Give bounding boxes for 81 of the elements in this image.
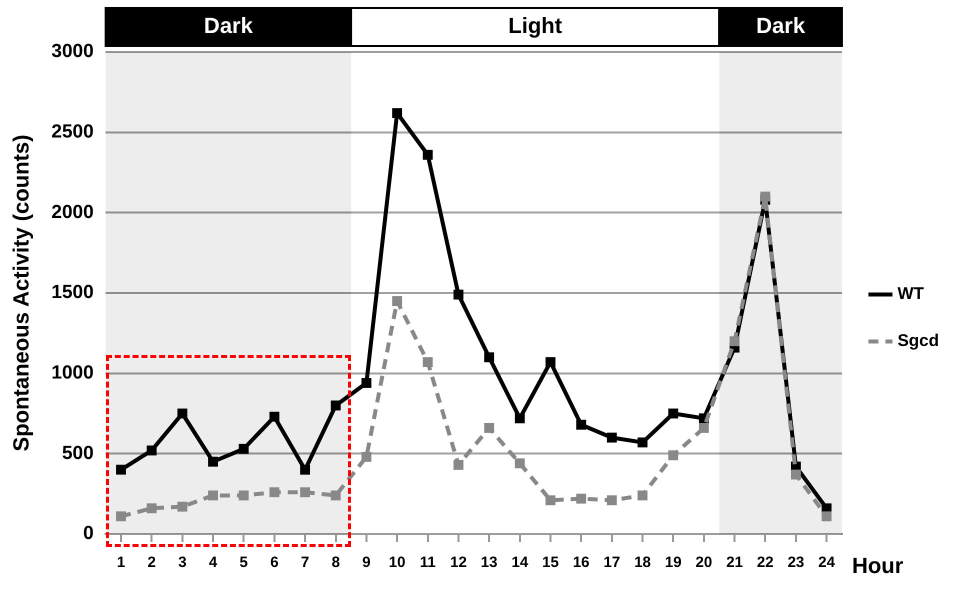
- point: [514, 413, 525, 424]
- x-tick-label: 23: [788, 554, 804, 572]
- point: [422, 150, 433, 160]
- point: [638, 490, 648, 500]
- point: [330, 400, 341, 410]
- point: [146, 446, 157, 456]
- point: [576, 494, 586, 504]
- point: [514, 458, 525, 468]
- point: [238, 444, 249, 454]
- x-tick-label: 10: [388, 554, 406, 572]
- x-tick-label: 1: [116, 554, 126, 572]
- x-tick-label: 20: [696, 554, 712, 572]
- x-tick-label: 6: [270, 554, 279, 572]
- point: [300, 487, 310, 498]
- point: [177, 502, 188, 512]
- point: [269, 412, 280, 422]
- x-tick-label: 16: [572, 554, 590, 572]
- x-tick-label: 8: [332, 554, 340, 572]
- point: [668, 450, 678, 460]
- x-tick-label: 22: [756, 554, 774, 572]
- y-tick-label: 0: [83, 523, 94, 544]
- point: [146, 503, 157, 514]
- point: [668, 408, 678, 418]
- point: [484, 352, 494, 362]
- x-tick-label: 12: [450, 554, 467, 572]
- point: [454, 460, 464, 470]
- y-tick-label: 1000: [51, 362, 94, 384]
- x-tick-label: 21: [726, 554, 743, 572]
- y-tick-label: 3000: [51, 41, 94, 62]
- legend-label: Sgcd: [897, 331, 939, 350]
- point: [484, 423, 494, 433]
- x-tick-label: 3: [178, 554, 187, 572]
- x-tick-label: 5: [240, 554, 248, 572]
- y-axis-title: Spontaneous Activity (counts): [8, 134, 34, 452]
- x-tick-label: 11: [420, 554, 436, 572]
- x-tick-label: 9: [362, 554, 371, 572]
- x-tick-label: 15: [542, 554, 559, 572]
- point: [698, 423, 709, 433]
- point: [300, 464, 310, 475]
- x-tick-label: 4: [208, 554, 218, 572]
- x-tick-label: 13: [480, 554, 498, 572]
- band-label: Light: [508, 13, 563, 38]
- point: [546, 495, 556, 506]
- x-tick-label: 7: [300, 554, 310, 572]
- x-tick-label: 2: [148, 554, 156, 572]
- point: [790, 470, 801, 480]
- x-axis-title: Hour: [852, 553, 904, 578]
- x-tick-label: 17: [604, 554, 620, 572]
- y-tick-label: 2500: [51, 122, 94, 143]
- point: [822, 511, 832, 522]
- point: [422, 357, 433, 368]
- point: [392, 296, 402, 306]
- x-tick-label: 24: [818, 554, 836, 572]
- y-tick-label: 500: [62, 442, 94, 464]
- point: [638, 437, 648, 448]
- point: [238, 490, 249, 500]
- x-tick-label: 14: [511, 554, 529, 572]
- point: [269, 487, 280, 498]
- y-tick-label: 2000: [51, 202, 94, 223]
- band-label: Dark: [756, 13, 806, 38]
- y-tick-label: 1500: [51, 282, 94, 304]
- point: [730, 336, 740, 346]
- point: [116, 511, 126, 522]
- point: [361, 378, 372, 388]
- point: [606, 432, 617, 443]
- legend-label: WT: [897, 284, 924, 304]
- point: [208, 456, 218, 467]
- point: [330, 490, 341, 500]
- point: [116, 464, 126, 475]
- point: [576, 420, 586, 430]
- x-tick-label: 19: [664, 554, 682, 572]
- point: [606, 495, 617, 506]
- x-tick-label: 18: [634, 554, 651, 572]
- band-label: Dark: [204, 13, 254, 38]
- point: [546, 357, 556, 368]
- point: [177, 408, 188, 418]
- point: [760, 192, 770, 202]
- point: [361, 452, 372, 462]
- point: [208, 490, 218, 500]
- point: [454, 290, 464, 300]
- point: [392, 108, 402, 118]
